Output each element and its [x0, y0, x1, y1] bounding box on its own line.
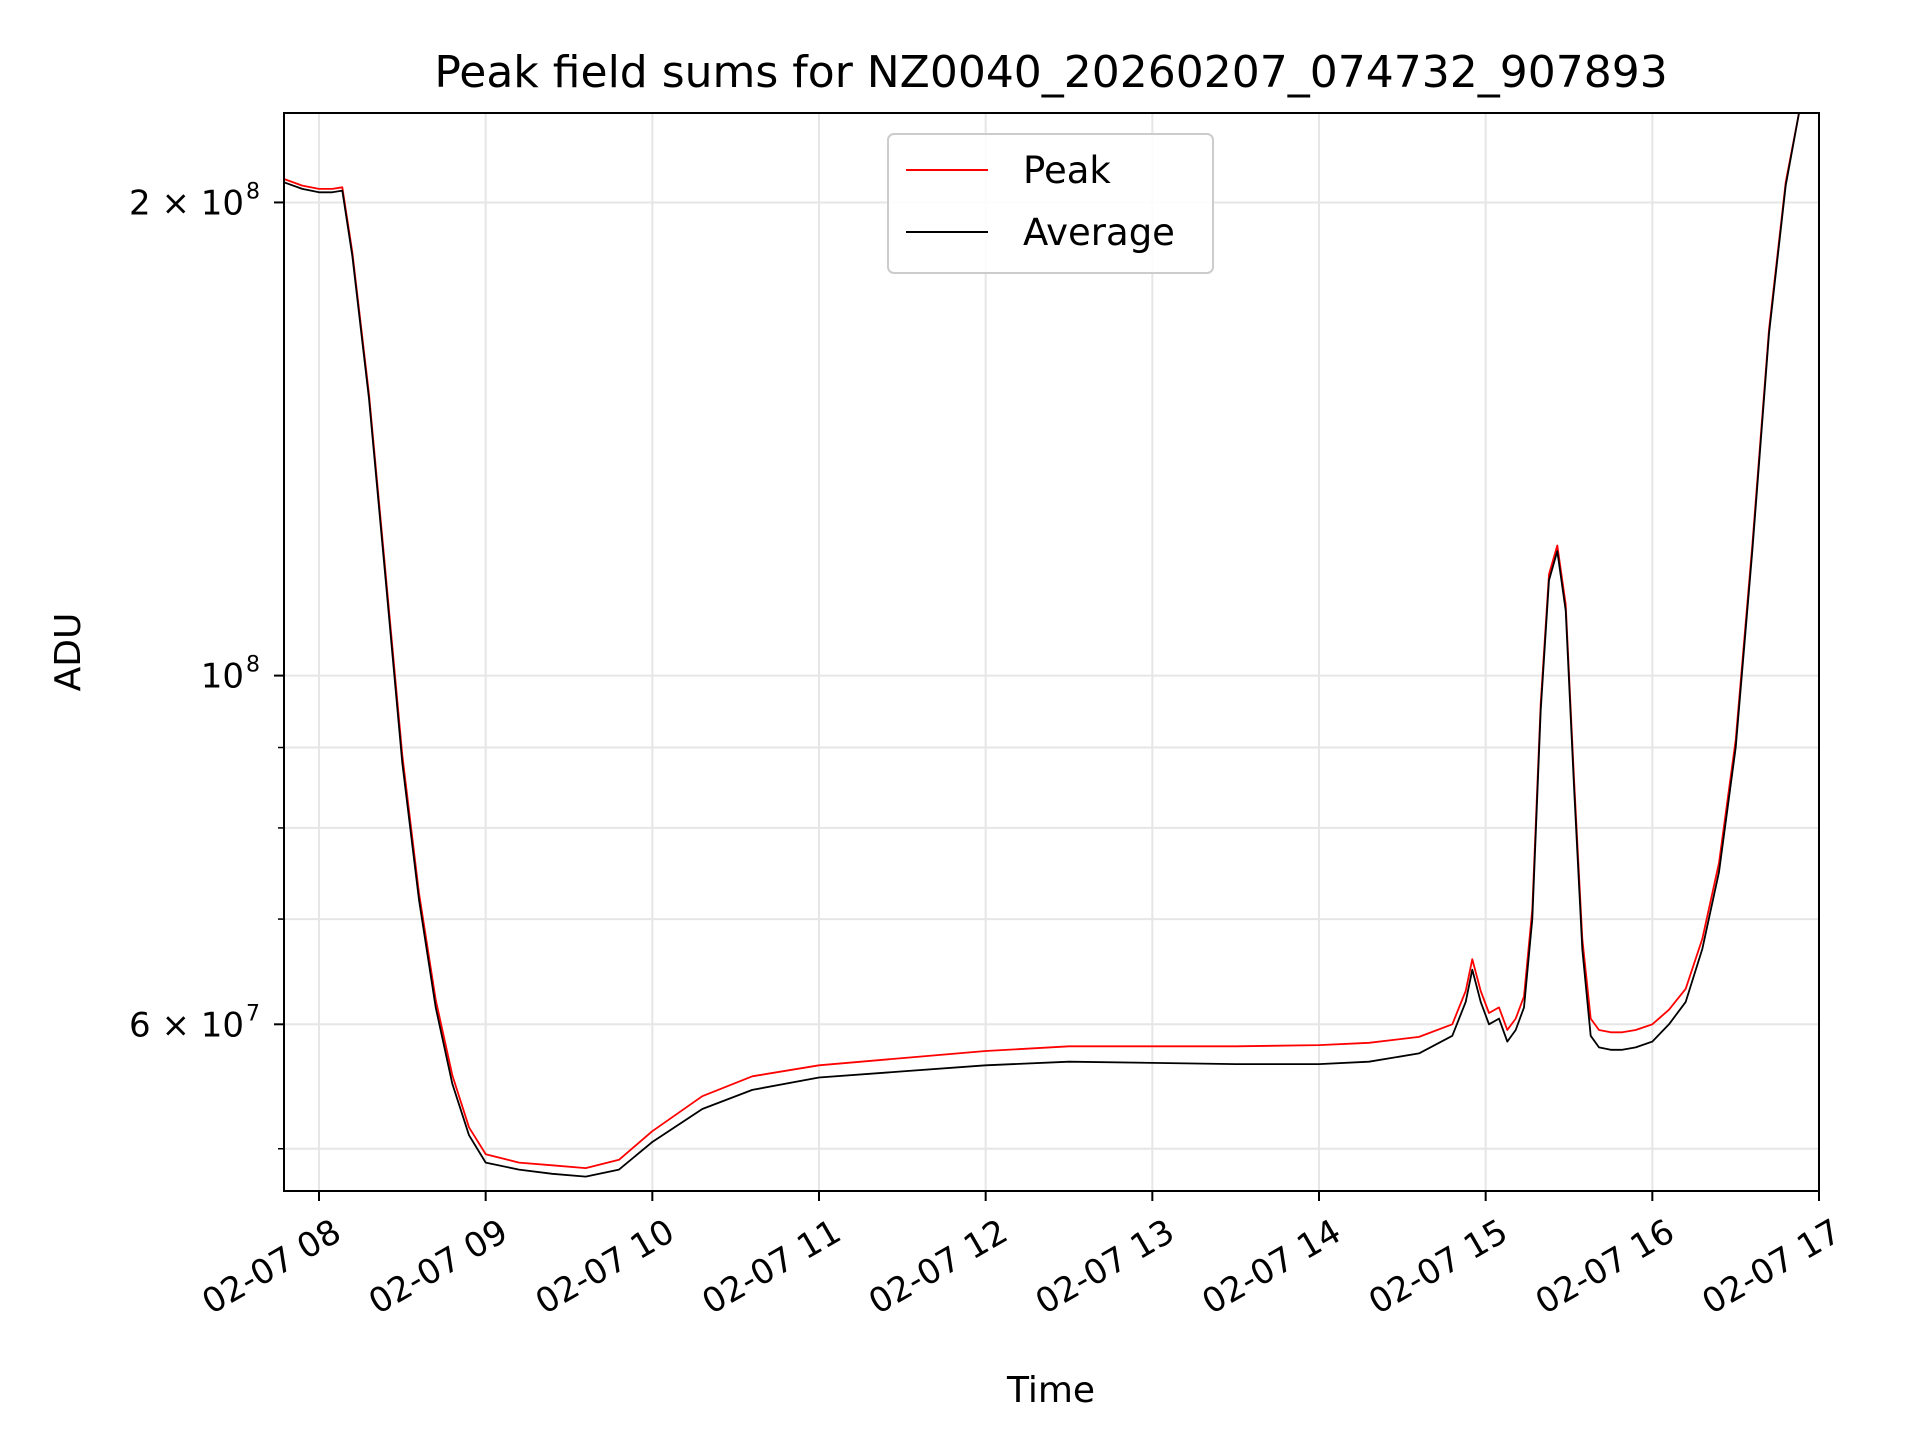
series-line-peak: [283, 112, 1800, 1169]
series-lines: [283, 112, 1800, 1178]
y-tick-label-base: 2 × 10: [129, 183, 244, 223]
y-tick-label-exponent: 8: [246, 179, 260, 204]
y-tick-label: 6 × 10 7: [129, 1001, 260, 1045]
y-axis-label: ADU: [48, 613, 89, 692]
legend: Peak Average: [887, 133, 1214, 274]
y-tick-label-base: 6 × 10: [129, 1005, 244, 1045]
legend-box: [887, 133, 1214, 274]
y-tick-label: 10 8: [201, 653, 260, 697]
y-tick-label-base: 10: [201, 657, 244, 697]
x-axis-label: Time: [1006, 1370, 1095, 1411]
plot-frame: [283, 112, 1820, 1192]
y-axis: 2 × 10 810 86 × 10 7: [129, 179, 284, 1150]
y-tick-label-exponent: 8: [246, 653, 260, 678]
y-tick-label-exponent: 7: [246, 1001, 260, 1026]
chart-title: Peak field sums for NZ0040_20260207_0747…: [434, 47, 1667, 98]
y-tick-label: 2 × 10 8: [129, 179, 260, 223]
legend-label-peak: Peak: [1023, 149, 1111, 192]
legend-label-average: Average: [1023, 211, 1175, 254]
series-line-average: [283, 112, 1800, 1178]
